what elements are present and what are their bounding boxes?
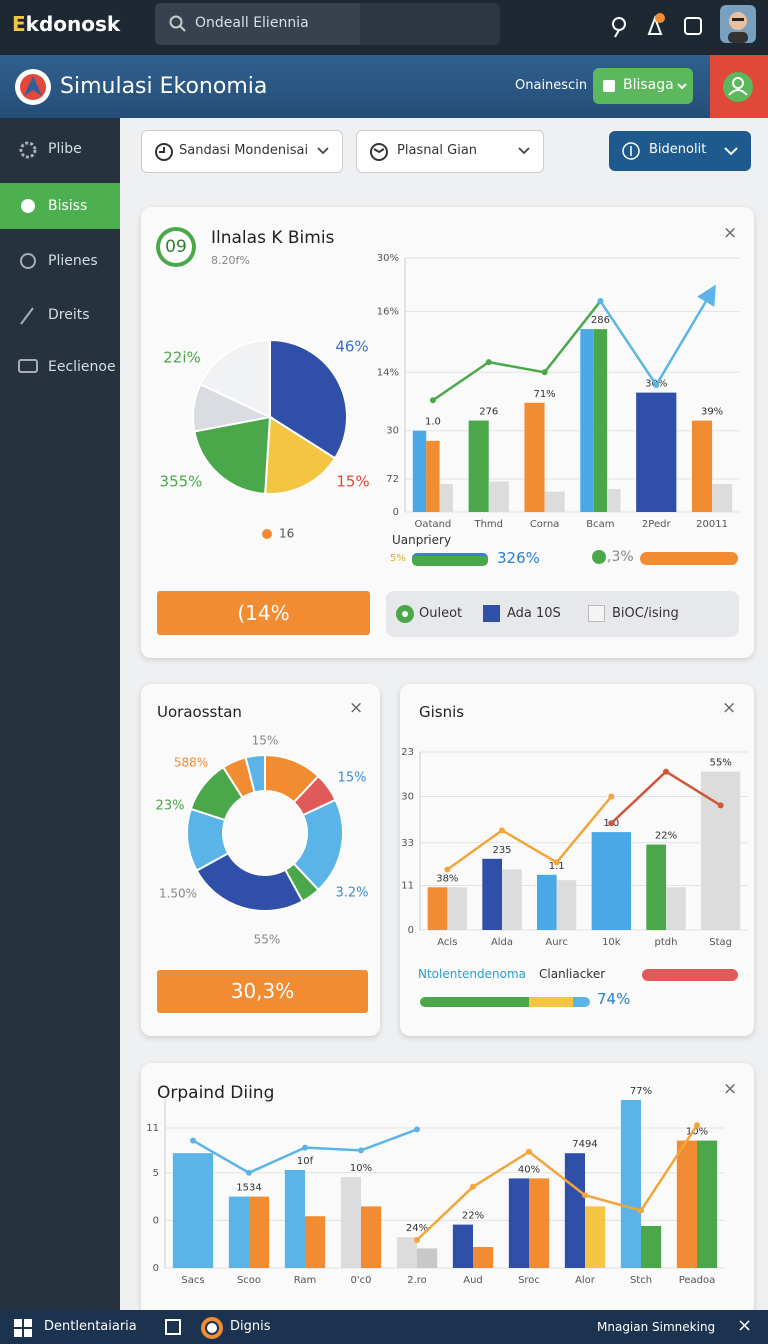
taskbar: Dentlentaiaria Dignis Mnagian Simneking …	[0, 1310, 768, 1344]
panel: 09 Ilnalas K Bimis 8.20f% × Uanpriery 5%…	[141, 207, 754, 658]
stats-label: Clanliacker	[539, 967, 606, 981]
panel: Uoraosstan × 30,3%	[141, 684, 380, 1036]
panel: Gisnis × Ntolentendenoma Clanliacker 74%	[400, 684, 754, 1036]
search-text: Ondeall Eliennia	[195, 15, 309, 31]
close-button[interactable]: ×	[723, 1079, 738, 1099]
legend-swatch	[483, 605, 500, 622]
dropdown[interactable]: Sandasi Mondenisai	[141, 130, 343, 173]
button-icon	[622, 142, 640, 160]
top-icons[interactable]	[605, 12, 715, 40]
progress-bar	[642, 969, 738, 981]
chevron	[677, 83, 687, 90]
progress-bar	[412, 553, 488, 566]
progress-bar	[420, 997, 590, 1007]
top-bar: Ekdonosk Ondeall Eliennia	[0, 0, 768, 55]
taskbar-status: Mnagian Simneking	[597, 1320, 716, 1334]
badge: 09	[156, 227, 196, 267]
header-button[interactable]: Blisaga	[593, 68, 693, 104]
dropdown-icon	[155, 143, 173, 161]
taskbar-icon[interactable]	[201, 1317, 223, 1339]
profile-icon	[723, 72, 753, 102]
sidebar-icons	[18, 141, 38, 373]
profile-box[interactable]	[710, 55, 768, 118]
panel: Orpaind Diing ×	[141, 1063, 754, 1333]
filter-button-text: Bidenolit	[649, 142, 707, 157]
sidebar-item[interactable]: Bisiss	[48, 198, 88, 214]
search-box[interactable]: Ondeall Eliennia	[155, 3, 500, 45]
stat-text: ,3%	[607, 549, 634, 565]
sidebar-item[interactable]: Dreits	[48, 307, 90, 323]
app-logo	[15, 69, 51, 105]
stat-text: 326%	[497, 549, 540, 567]
legend-label: Ada 10S	[507, 606, 561, 621]
dropdown-text: Plasnal Gian	[397, 143, 478, 158]
stat-text: 5%	[390, 553, 406, 564]
badge-text: 09	[160, 231, 192, 263]
close-button[interactable]: ×	[349, 698, 364, 718]
legend: Ouleot Ada 10S BiOC/ising	[386, 591, 739, 637]
stats-label: Ntolentendenoma	[418, 967, 527, 981]
sidebar-active	[0, 183, 120, 229]
header-button-text: Blisaga	[623, 77, 674, 93]
search-field	[155, 3, 360, 45]
taskbar-close[interactable]: ×	[737, 1315, 753, 1336]
legend-swatch-dot	[402, 611, 408, 617]
logo[interactable]: Ekdonosk	[12, 12, 121, 36]
value-button[interactable]: (14%	[157, 591, 370, 635]
close-button[interactable]: ×	[723, 223, 738, 243]
close-button[interactable]: ×	[722, 698, 737, 718]
stat-text: 74%	[597, 990, 631, 1008]
search-icon	[169, 15, 186, 32]
panel-title: Orpaind Diing	[157, 1083, 275, 1103]
avatar[interactable]	[720, 5, 756, 43]
value-button[interactable]: 30,3%	[157, 970, 368, 1013]
app-title: Simulasi Ekonomia	[60, 74, 268, 99]
legend-label: BiOC/ising	[612, 606, 679, 621]
header-link[interactable]: Onainescin	[515, 78, 588, 93]
legend-swatch	[396, 605, 414, 623]
panel-title: Gisnis	[419, 703, 465, 721]
chevron	[518, 147, 530, 155]
sidebar-item[interactable]: Plibe	[48, 141, 82, 157]
button-icon	[603, 80, 615, 92]
start-icon[interactable]	[14, 1319, 32, 1337]
filter-button[interactable]: Bidenolit	[609, 131, 751, 171]
sidebar: Plibe Bisiss Plienes Dreits Eeclienoe	[0, 118, 120, 1310]
dropdown-icon	[370, 143, 388, 161]
taskbar-item[interactable]: Dentlentaiaria	[44, 1319, 137, 1334]
stats-label: Uanpriery	[392, 533, 452, 547]
dropdown[interactable]: Plasnal Gian	[356, 130, 544, 173]
progress-bar	[640, 552, 738, 565]
avatar-face	[728, 12, 748, 43]
legend-label: Ouleot	[419, 606, 463, 621]
panel-title: Uoraosstan	[157, 703, 242, 721]
sidebar-item[interactable]: Plienes	[48, 253, 98, 269]
sidebar-item[interactable]: Eeclienoe	[48, 359, 116, 375]
taskbar-item[interactable]: Dignis	[230, 1319, 271, 1334]
chevron	[724, 147, 738, 156]
dropdown-text: Sandasi Mondenisai	[179, 143, 309, 158]
taskbar-icon[interactable]	[165, 1319, 183, 1337]
stat-dot	[592, 550, 606, 564]
header: Simulasi Ekonomia Onainescin Blisaga	[0, 55, 768, 118]
chevron	[317, 147, 329, 155]
legend-swatch	[588, 605, 605, 622]
panel-title: Ilnalas K Bimis	[211, 228, 335, 248]
panel-subtitle: 8.20f%	[211, 254, 250, 267]
